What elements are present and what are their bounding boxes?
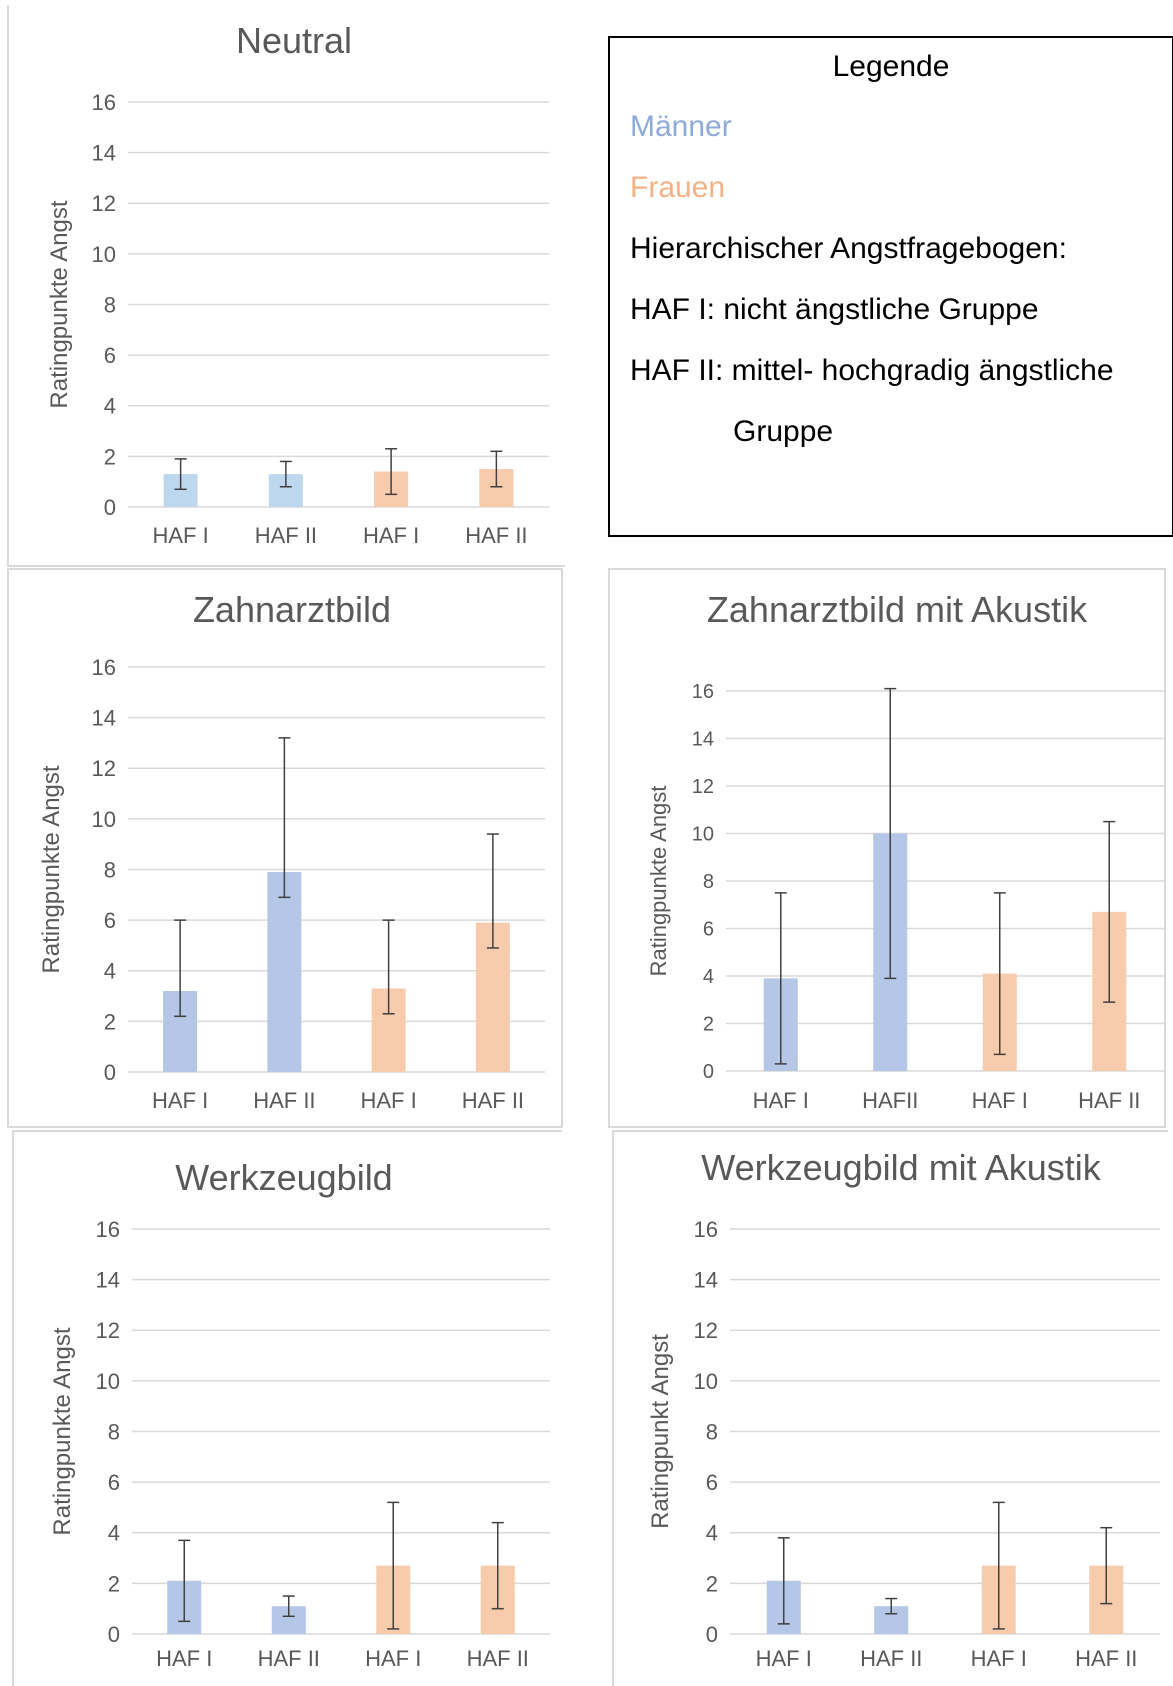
y-tick-label: 12	[692, 776, 714, 798]
x-category-label: HAF I	[152, 1088, 208, 1113]
x-category-label: HAF I	[363, 523, 419, 548]
y-tick-label: 8	[703, 871, 714, 893]
y-tick-label: 10	[96, 1369, 120, 1394]
x-category-label: HAF I	[361, 1088, 417, 1113]
y-tick-label: 2	[706, 1571, 718, 1596]
x-category-label: HAF I	[971, 1646, 1027, 1671]
x-category-label: HAF I	[972, 1088, 1028, 1113]
y-tick-label: 16	[694, 1217, 718, 1242]
y-tick-label: 6	[104, 908, 116, 933]
y-tick-label: 16	[92, 90, 116, 115]
x-category-label: HAF II	[255, 523, 317, 548]
legend-box: Legende Männer Frauen Hierarchischer Ang…	[608, 36, 1173, 537]
chart-title: Werkzeugbild mit Akustik	[701, 1147, 1101, 1188]
legend-haf2-continued: Gruppe	[733, 415, 834, 448]
x-category-label: HAF II	[860, 1646, 922, 1671]
y-tick-label: 0	[706, 1622, 718, 1647]
bar	[267, 872, 302, 1072]
x-category-label: HAF I	[756, 1646, 812, 1671]
y-tick-label: 0	[104, 1060, 116, 1085]
x-category-label: HAF I	[156, 1646, 212, 1671]
x-category-label: HAF II	[253, 1088, 315, 1113]
y-tick-label: 6	[706, 1470, 718, 1495]
y-tick-label: 6	[703, 919, 714, 941]
y-tick-label: 8	[108, 1419, 120, 1444]
x-category-label: HAF II	[1075, 1646, 1137, 1671]
x-category-label: HAF II	[462, 1088, 524, 1113]
y-tick-label: 14	[92, 141, 116, 166]
chart-panel-werkzeugbild: Werkzeugbild 0 2 4 6 8 10 12 14 16 Ratingpunkte An…	[12, 1130, 562, 1686]
y-tick-label: 10	[92, 807, 116, 832]
y-tick-label: 14	[92, 706, 116, 731]
y-tick-label: 2	[108, 1571, 120, 1596]
y-tick-label: 14	[692, 729, 714, 751]
chart-panel-zahnarztbild: Zahnarztbild 0 2 4 6 8 10 12 14 16 Ratingpunkte An…	[7, 568, 563, 1128]
y-tick-label: 4	[703, 966, 714, 988]
y-tick-label: 12	[694, 1318, 718, 1343]
x-category-label: HAF II	[465, 523, 527, 548]
legend-item-maenner: Männer	[630, 110, 732, 143]
x-category-label: HAF II	[467, 1646, 529, 1671]
chart-neutral: Neutral 0 2 4 6 8 10 12 14 16 Ratingpunkte Angst HA…	[46, 20, 549, 548]
y-tick-label: 14	[694, 1268, 718, 1293]
x-category-label: HAF I	[153, 523, 209, 548]
chart-panel-zahnarztbild-akustik: Zahnarztbild mit Akustik 0 2 4 6 8 10 12 14 16 Rat…	[608, 568, 1166, 1128]
chart-title: Neutral	[236, 20, 352, 61]
x-category-label: HAFII	[862, 1088, 918, 1113]
x-category-label: HAF II	[258, 1646, 320, 1671]
y-tick-label: 4	[706, 1521, 718, 1546]
y-tick-label: 12	[92, 756, 116, 781]
legend-item-frauen: Frauen	[630, 171, 726, 204]
y-tick-label: 0	[703, 1061, 714, 1083]
chart-title: Zahnarztbild mit Akustik	[707, 589, 1088, 630]
y-tick-label: 12	[92, 191, 116, 216]
y-tick-label: 2	[104, 444, 116, 469]
y-axis-label: Ratingpunkt Angst	[647, 1334, 674, 1529]
chart-zahnarztbild: Zahnarztbild 0 2 4 6 8 10 12 14 16 Ratingpunkte An…	[38, 589, 545, 1113]
y-tick-label: 16	[96, 1217, 120, 1242]
y-axis-label: Ratingpunkte Angst	[49, 1327, 76, 1535]
y-tick-label: 4	[104, 959, 116, 984]
y-tick-label: 8	[706, 1419, 718, 1444]
chart-panel-neutral: Neutral 0 2 4 6 8 10 12 14 16 Ratingpunkte Angst HA…	[7, 5, 565, 567]
chart-panel-werkzeugbild-akustik: Werkzeugbild mit Akustik 0 2 4 6 8 10 12 14 16 Rat…	[612, 1130, 1168, 1686]
chart-zahnarztbild-akustik: Zahnarztbild mit Akustik 0 2 4 6 8 10 12 14 16 Rat…	[646, 589, 1164, 1113]
y-tick-label: 8	[104, 292, 116, 317]
y-axis-label: Ratingpunkte Angst	[38, 765, 65, 973]
y-tick-label: 14	[96, 1268, 120, 1293]
chart-title: Zahnarztbild	[193, 589, 391, 630]
legend-haf-heading: Hierarchischer Angstfragebogen:	[630, 232, 1067, 265]
y-tick-label: 4	[104, 394, 116, 419]
y-tick-label: 4	[108, 1521, 120, 1546]
legend-title: Legende	[832, 50, 950, 83]
legend-haf1: HAF I: nicht ängstliche Gruppe	[630, 293, 1039, 326]
y-axis-label: Ratingpunkte Angst	[46, 200, 73, 408]
y-tick-label: 12	[96, 1318, 120, 1343]
y-tick-label: 2	[703, 1014, 714, 1036]
y-tick-label: 6	[108, 1470, 120, 1495]
y-tick-label: 0	[104, 495, 116, 520]
chart-werkzeugbild: Werkzeugbild 0 2 4 6 8 10 12 14 16 Ratingpunkte An…	[49, 1157, 550, 1671]
y-tick-label: 10	[692, 824, 714, 846]
x-category-label: HAF I	[365, 1646, 421, 1671]
y-tick-label: 10	[92, 242, 116, 267]
y-tick-label: 2	[104, 1009, 116, 1034]
chart-title: Werkzeugbild	[175, 1157, 392, 1198]
legend-haf2: HAF II: mittel- hochgradig ängstliche	[630, 354, 1114, 387]
y-tick-label: 16	[92, 655, 116, 680]
chart-werkzeugbild-akustik: Werkzeugbild mit Akustik 0 2 4 6 8 10 12 14 16 Rat…	[647, 1147, 1160, 1671]
y-axis-label: Ratingpunkte Angst	[646, 786, 671, 977]
y-tick-label: 16	[692, 681, 714, 703]
y-tick-label: 10	[694, 1369, 718, 1394]
x-category-label: HAF I	[753, 1088, 809, 1113]
y-tick-label: 8	[104, 857, 116, 882]
y-tick-label: 6	[104, 343, 116, 368]
y-tick-label: 0	[108, 1622, 120, 1647]
x-category-label: HAF II	[1078, 1088, 1140, 1113]
